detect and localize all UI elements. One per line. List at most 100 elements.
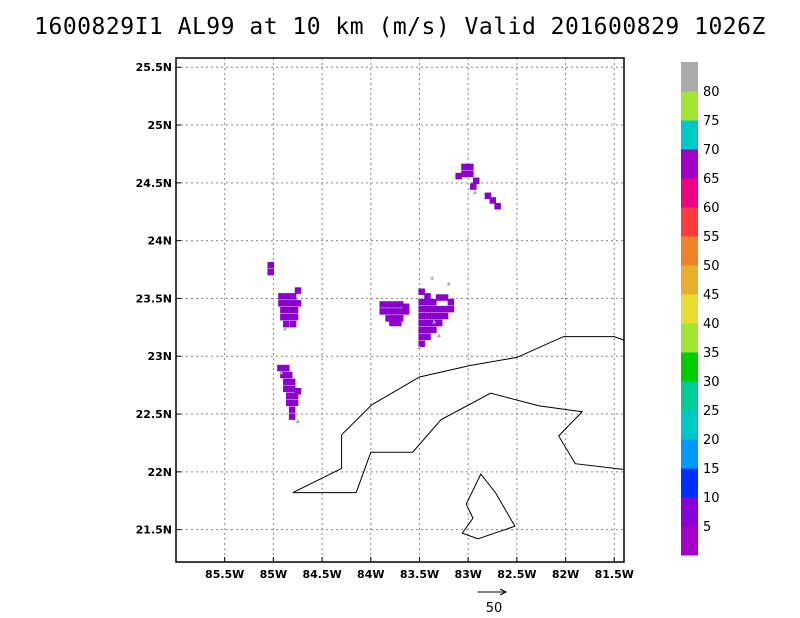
colorbar-label: 40 [703, 317, 720, 332]
wind-cell [467, 170, 474, 178]
wind-cell [470, 183, 477, 190]
wind-cell [424, 298, 431, 306]
wind-cell [288, 406, 296, 413]
colorbar-label: 20 [703, 433, 720, 448]
wind-cell [391, 301, 398, 308]
wind-cell [461, 163, 468, 171]
wind-cell [430, 326, 437, 334]
wind-cell [494, 202, 501, 210]
wind-cell [402, 308, 410, 315]
lat-tick-label: 21.5N [136, 524, 172, 537]
wind-cell [424, 312, 431, 320]
colorbar-label: 5 [703, 520, 711, 535]
wind-cell [391, 308, 398, 315]
colorbar-segment [681, 468, 698, 498]
wind-vector-glyph [446, 281, 451, 286]
wind-cell [385, 301, 392, 308]
lat-tick-label: 25N [147, 119, 172, 132]
colorbar-segment [681, 352, 698, 382]
colorbar-segment [681, 439, 698, 469]
wind-cell [447, 305, 455, 313]
wind-cell [285, 399, 293, 406]
colorbar-segment [681, 62, 698, 92]
wind-vector-glyph [436, 333, 441, 338]
wind-cell [385, 308, 392, 315]
colorbar-label: 75 [703, 114, 720, 129]
wind-cell [430, 305, 437, 313]
wind-cell [280, 313, 287, 321]
lat-tick-label: 23N [147, 350, 172, 363]
wind-cell [430, 312, 437, 320]
colorbar-segment [681, 178, 698, 208]
wind-cell [418, 288, 425, 296]
lon-tick-label: 83W [454, 568, 481, 581]
wind-vector-glyph [283, 326, 288, 331]
lon-tick-label: 82W [552, 568, 579, 581]
wind-vector-glyph [417, 344, 422, 349]
reference-vector-label: 50 [486, 601, 503, 616]
lon-tick-label: 84W [357, 568, 384, 581]
wind-cell [397, 308, 404, 315]
wind-cell [284, 293, 291, 300]
lon-tick-label: 83.5W [400, 568, 439, 581]
wind-cell [294, 287, 302, 294]
wind-cell [441, 305, 449, 313]
wind-cell [402, 303, 410, 311]
wind-cell [447, 298, 455, 306]
colorbar-label: 80 [703, 85, 720, 100]
wind-cell [294, 387, 302, 395]
colorbar-segment [681, 120, 698, 150]
wind-cell [484, 192, 492, 200]
wind-vector-glyph [430, 275, 435, 280]
wind-cell [455, 172, 462, 180]
colorbar-segment [681, 294, 698, 324]
wind-vector-glyph [432, 319, 437, 324]
wind-cell [424, 305, 431, 313]
wind-cell [418, 298, 425, 306]
wind-cell [489, 197, 497, 204]
wind-cell [291, 313, 299, 321]
wind-cell [278, 293, 285, 300]
colorbar-label: 35 [703, 346, 720, 361]
wind-vector-glyph [472, 190, 477, 195]
wind-cell [418, 305, 425, 313]
colorbar-segment [681, 526, 698, 556]
colorbar-label: 60 [703, 201, 720, 216]
coastline [292, 336, 625, 494]
wind-cell [283, 320, 290, 328]
wind-cell [291, 399, 299, 406]
colorbar-segment [681, 265, 698, 295]
wind-cell [391, 315, 398, 322]
coastlines [292, 336, 625, 540]
colorbar-label: 50 [703, 259, 720, 274]
lon-tick-label: 84.5W [302, 568, 341, 581]
reference-arrow-head [499, 588, 508, 596]
wind-cell [289, 300, 297, 307]
wind-cell [424, 333, 431, 341]
colorbar-segment [681, 207, 698, 237]
wind-cell [418, 340, 425, 348]
wind-cell [441, 312, 449, 320]
chart-title: 1600829I1 AL99 at 10 km (m/s) Valid 2016… [34, 14, 766, 40]
lon-tick-label: 85.5W [205, 568, 244, 581]
wind-cell [285, 313, 293, 321]
lon-tick-label: 85W [260, 568, 287, 581]
wind-cell [379, 308, 386, 315]
wind-cell [418, 312, 425, 320]
lat-tick-label: 23.5N [136, 292, 172, 305]
wind-cell [285, 371, 293, 379]
wind-cell [472, 177, 480, 185]
colorbar-segment [681, 149, 698, 179]
wind-cell [418, 319, 425, 327]
wind-cell [395, 319, 402, 327]
wind-cell [285, 307, 293, 314]
colorbar-label: 55 [703, 230, 720, 245]
wind-cell [283, 378, 290, 386]
wind-cell [435, 319, 443, 327]
reference-vector: 50 [478, 588, 508, 616]
wind-cell [294, 300, 302, 307]
wind-vector-glyph [279, 370, 284, 375]
wind-cell [397, 301, 404, 308]
colorbar-label: 25 [703, 404, 720, 419]
